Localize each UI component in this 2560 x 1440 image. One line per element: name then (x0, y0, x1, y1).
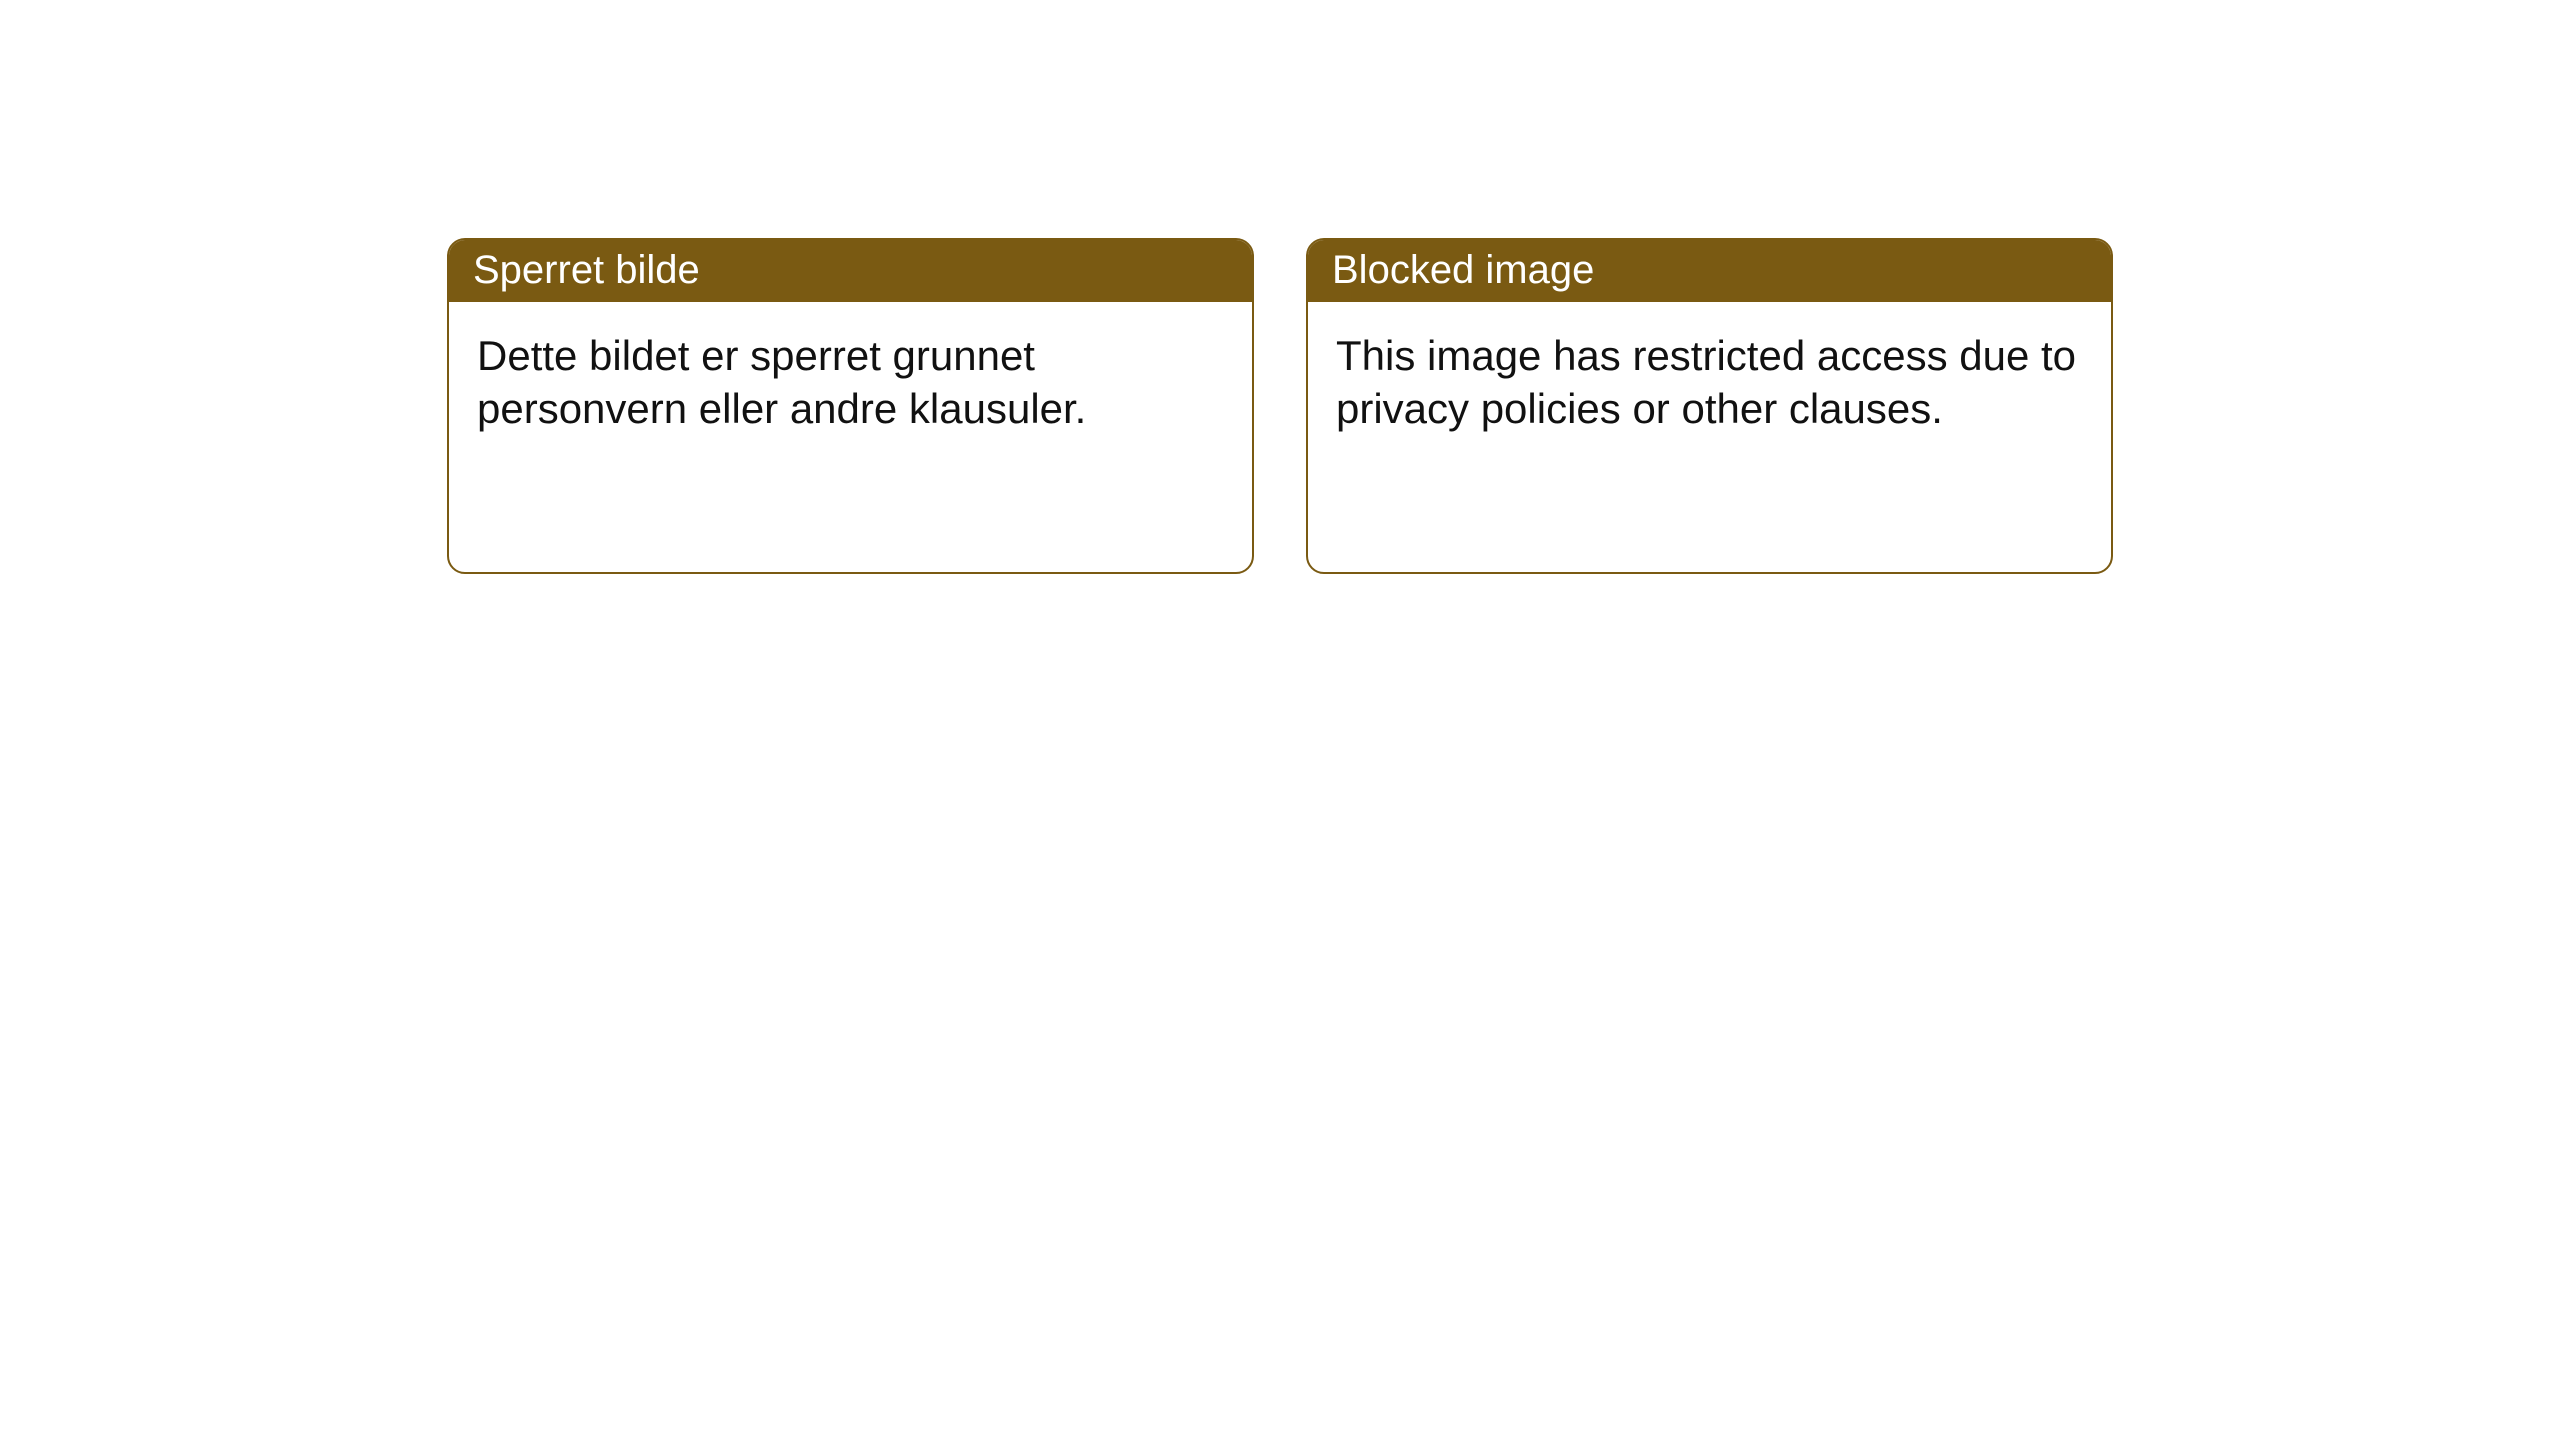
notice-body-english: This image has restricted access due to … (1308, 302, 2111, 463)
notice-card-english: Blocked image This image has restricted … (1306, 238, 2113, 574)
notice-body-norwegian: Dette bildet er sperret grunnet personve… (449, 302, 1252, 463)
notice-card-norwegian: Sperret bilde Dette bildet er sperret gr… (447, 238, 1254, 574)
blocked-image-notices: Sperret bilde Dette bildet er sperret gr… (0, 0, 2560, 574)
notice-title-norwegian: Sperret bilde (449, 240, 1252, 302)
notice-title-english: Blocked image (1308, 240, 2111, 302)
